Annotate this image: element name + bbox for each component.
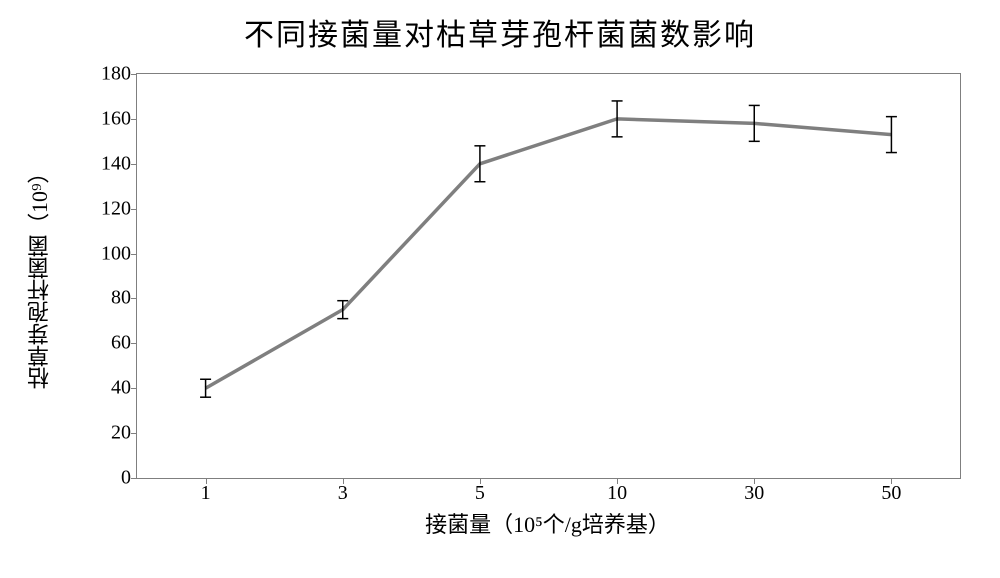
y-tick-label: 100	[101, 242, 137, 265]
y-tick-label: 120	[101, 197, 137, 220]
error-bar	[200, 379, 211, 397]
data-line	[206, 119, 892, 388]
y-tick-label: 80	[111, 287, 137, 310]
y-tick-label: 180	[101, 63, 137, 86]
x-tick-label: 3	[338, 478, 348, 505]
x-tick-label: 1	[201, 478, 211, 505]
y-tick-label: 60	[111, 332, 137, 355]
y-tick-label: 140	[101, 152, 137, 175]
y-tick-label: 20	[111, 422, 137, 445]
y-axis-label: 枯草芽孢杆菌菌（10⁹）	[28, 73, 52, 477]
y-tick-label: 160	[101, 107, 137, 130]
x-axis-label: 接菌量（10⁵个/g培养基）	[136, 507, 959, 539]
y-tick-label: 40	[111, 377, 137, 400]
y-tick-label: 0	[121, 467, 137, 490]
x-tick-label: 5	[475, 478, 485, 505]
x-tick-label: 50	[881, 478, 901, 505]
x-tick-label: 30	[744, 478, 764, 505]
x-tick-label: 10	[607, 478, 627, 505]
chart-svg	[137, 74, 960, 478]
plot-area: 020406080100120140160180135103050	[136, 73, 961, 479]
chart-title: 不同接菌量对枯草芽孢杆菌菌数影响	[0, 10, 1000, 54]
